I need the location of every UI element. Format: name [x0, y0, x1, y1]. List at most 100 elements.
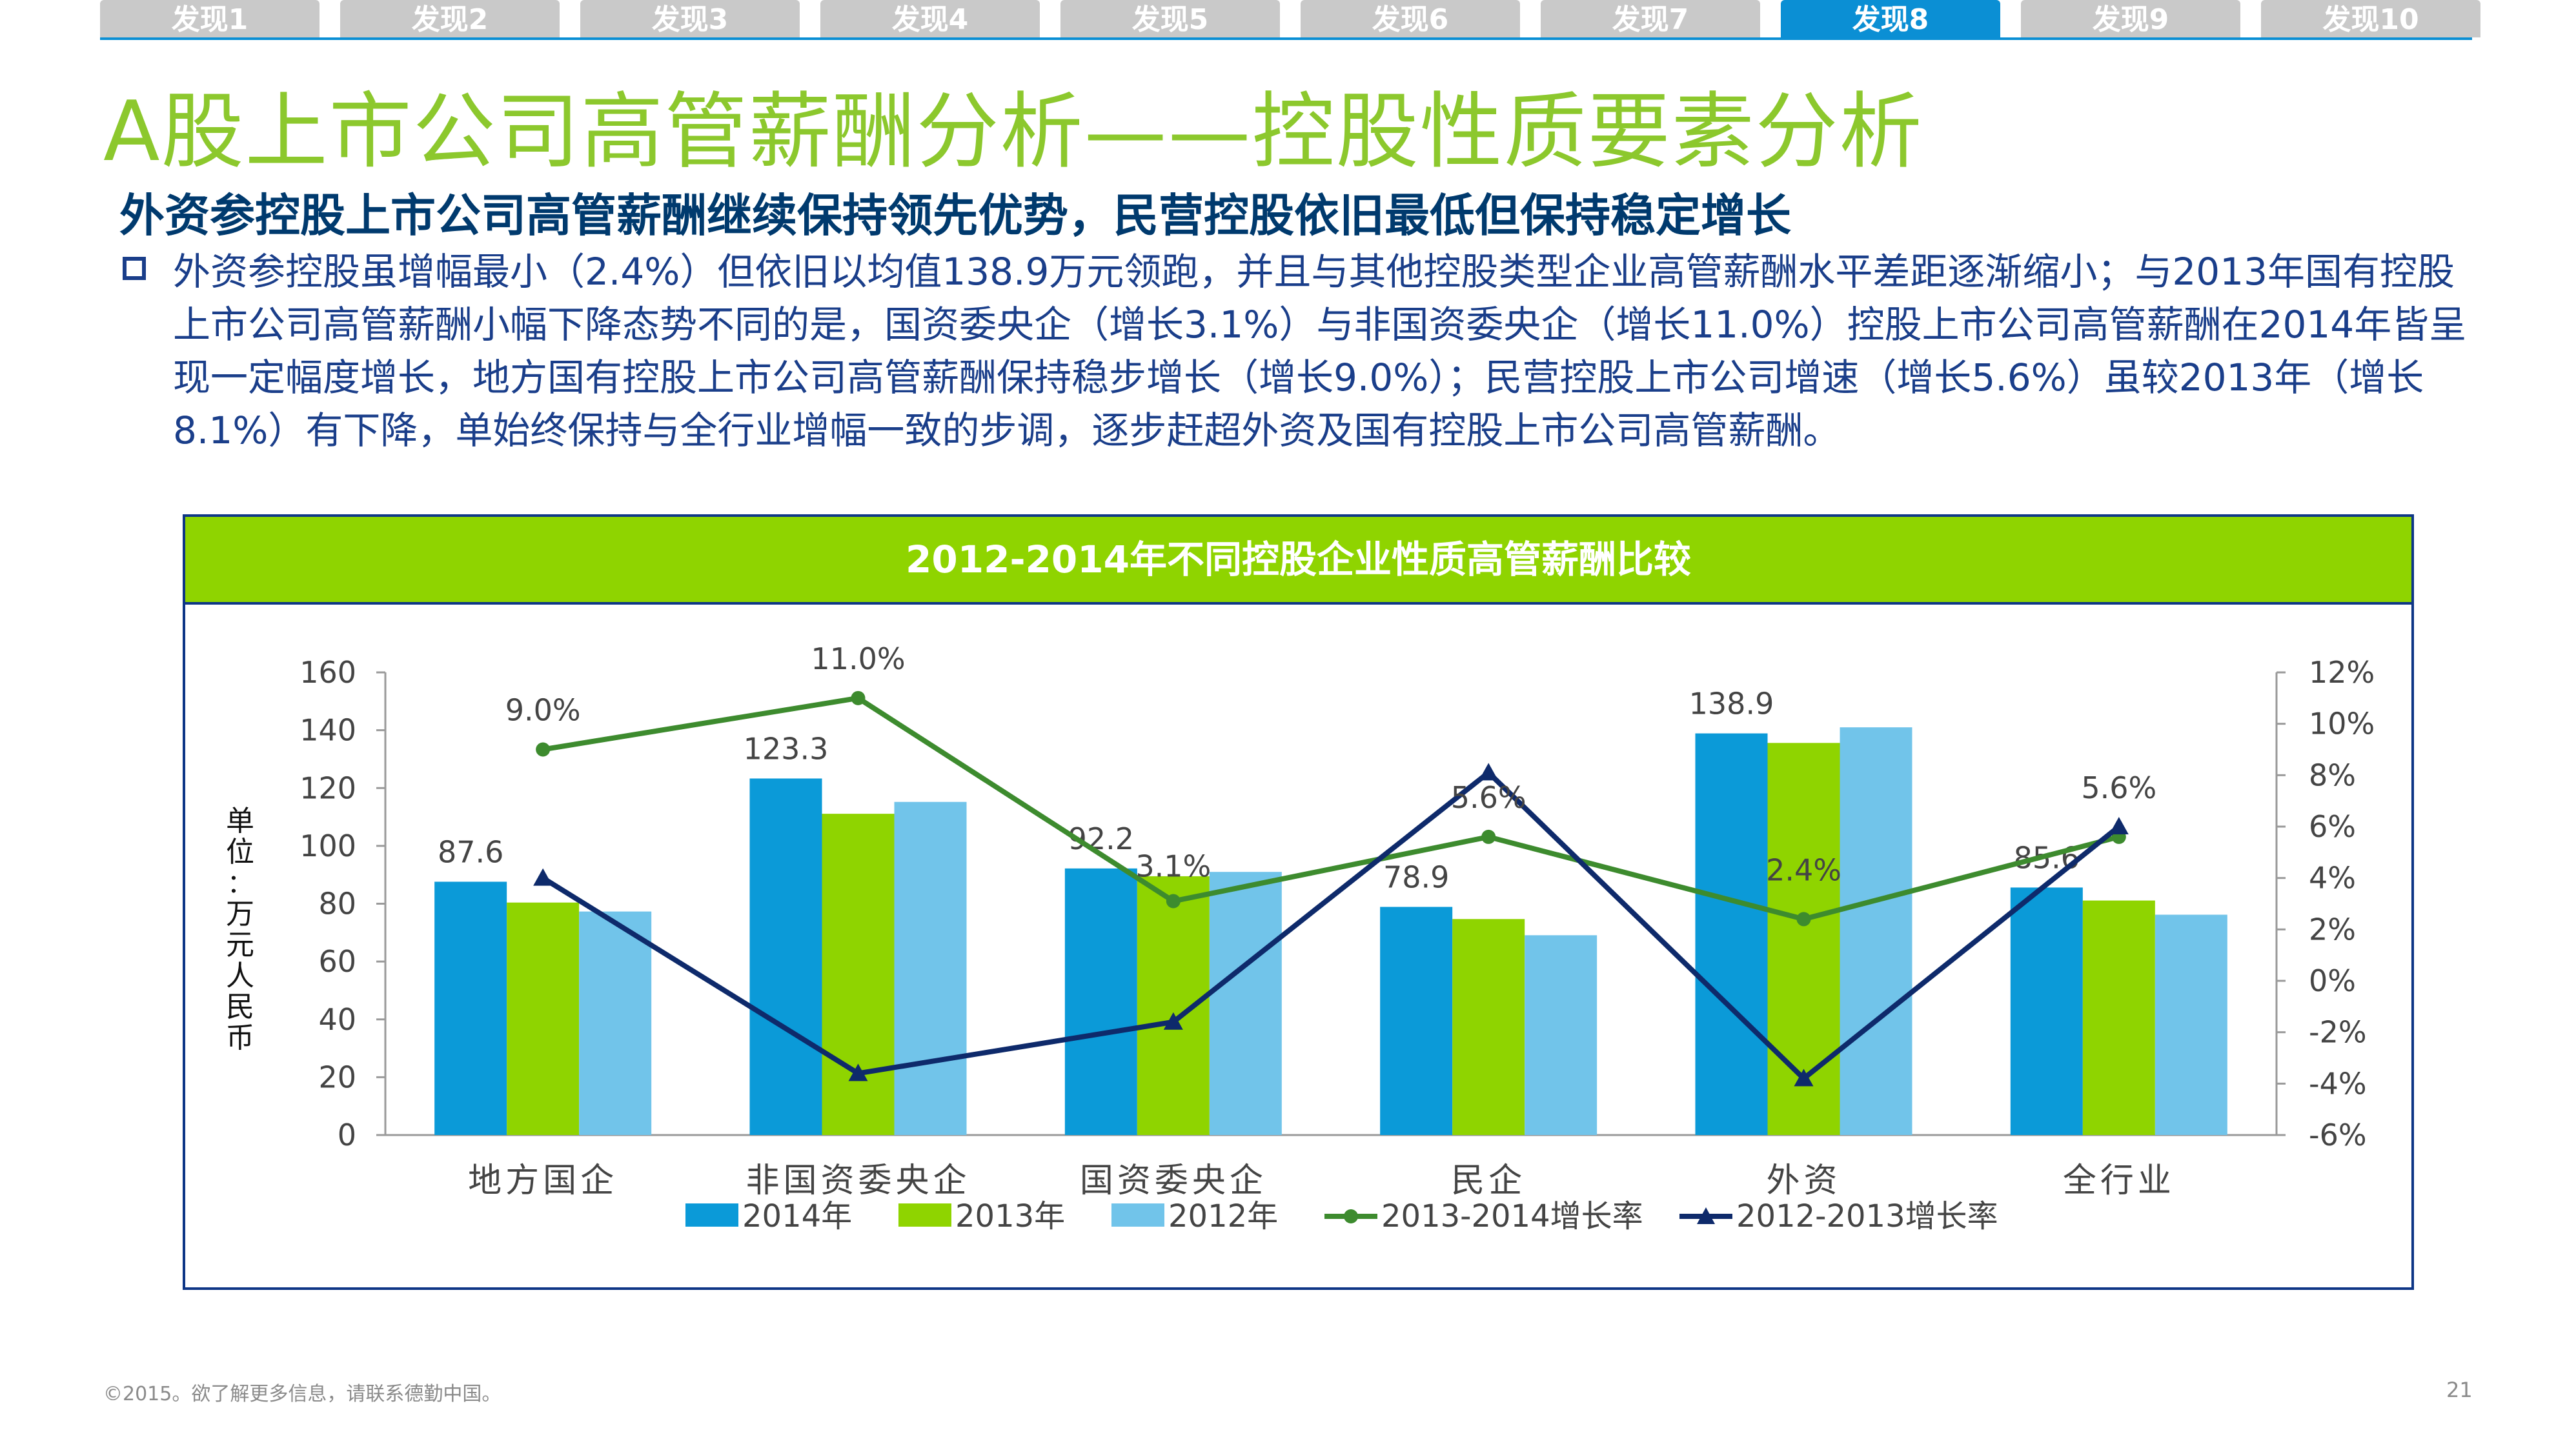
growth-value-label: 11.0% [811, 641, 905, 676]
y2-tick-label: -4% [2309, 1066, 2367, 1101]
tab-discovery-4[interactable]: 发现4 [820, 0, 1040, 37]
bar-value-label: 123.3 [744, 731, 829, 766]
y2-tick-label: -2% [2309, 1015, 2367, 1050]
y-tick-label: 60 [318, 944, 356, 979]
page-subtitle: 外资参控股上市公司高管薪酬继续保持领先优势，民营控股依旧最低但保持稳定增长 [119, 189, 1791, 242]
growth-marker-0 [851, 690, 866, 705]
y-tick-label: 20 [318, 1060, 356, 1094]
bar-0-5 [2010, 887, 2083, 1135]
y2-tick-label: -6% [2309, 1118, 2367, 1152]
growth-line-0 [542, 695, 2120, 922]
growth-line-1 [542, 769, 2121, 1082]
bar-1-1 [822, 814, 895, 1135]
legend-label: 2013年 [955, 1198, 1065, 1234]
bar-0-0 [434, 881, 507, 1135]
legend-label: 2014年 [742, 1198, 852, 1234]
growth-value-label: 5.6% [1451, 780, 1526, 815]
legend-swatch [685, 1203, 738, 1227]
checkbox-bullet-icon [123, 257, 146, 280]
bar-2-1 [894, 801, 967, 1135]
y-tick-label: 80 [318, 887, 356, 921]
bar-0-3 [1380, 907, 1453, 1135]
legend-marker [1697, 1207, 1715, 1224]
legend-swatch [1111, 1203, 1164, 1227]
bar-1-2 [1137, 876, 1210, 1135]
legend-label: 2013-2014增长率 [1381, 1198, 1643, 1234]
y2-tick-label: 8% [2309, 758, 2356, 792]
tab-discovery-1[interactable]: 发现1 [100, 0, 319, 37]
tab-discovery-2[interactable]: 发现2 [340, 0, 560, 37]
growth-marker-0 [536, 742, 551, 757]
chart: 160 140 120 100 80 60 40 20 0 12% 10% 8% 6% 4% 2% 0% -2%… [226, 641, 2375, 1234]
chart-frame: 2012-2014年不同控股企业性质高管薪酬比较 160 140 120 100 80 6… [183, 514, 2414, 1290]
bar-value-label: 87.6 [438, 834, 503, 869]
growth-marker-1 [1794, 1069, 1814, 1087]
bar-2-2 [1209, 872, 1282, 1135]
bar-1-5 [2082, 900, 2155, 1135]
x-category-label: 外资 [1766, 1161, 1841, 1200]
bar-0-2 [1064, 868, 1137, 1135]
tab-discovery-10[interactable]: 发现10 [2261, 0, 2480, 37]
y-tick-label: 160 [299, 655, 356, 690]
chart-title: 2012-2014年不同控股企业性质高管薪酬比较 [185, 517, 2411, 605]
bar-2-0 [579, 911, 652, 1135]
footer-copyright: ©2015。欲了解更多信息，请联系德勤中国。 [103, 1383, 502, 1405]
y-axis-title-char: ： [227, 869, 253, 899]
growth-marker-1 [1479, 763, 1499, 781]
growth-marker-1 [533, 868, 553, 886]
page-title: A股上市公司高管薪酬分析——控股性质要素分析 [103, 84, 1923, 180]
bar-value-label: 138.9 [1689, 687, 1774, 721]
y-axis-title-char: 币 [226, 1021, 254, 1054]
y-axis-title-char: 元 [226, 929, 254, 961]
x-category-label: 国资委央企 [1080, 1161, 1267, 1200]
y-tick-label: 120 [299, 770, 356, 805]
y-axis-title-char: 民 [226, 990, 254, 1023]
tab-underline [100, 37, 2472, 40]
growth-value-label: 2.4% [1766, 852, 1841, 887]
tab-discovery-3[interactable]: 发现3 [580, 0, 800, 37]
growth-marker-1 [1163, 1012, 1183, 1030]
legend-label: 2012-2013增长率 [1736, 1198, 1998, 1234]
y-tick-label: 100 [299, 829, 356, 863]
y2-tick-label: 4% [2309, 861, 2356, 896]
x-category-label: 民企 [1451, 1161, 1526, 1200]
growth-marker-0 [1166, 894, 1181, 909]
growth-marker-0 [1481, 829, 1496, 844]
growth-value-label: 9.0% [505, 693, 581, 728]
y2-tick-label: 2% [2309, 912, 2356, 947]
y-tick-label: 40 [318, 1002, 356, 1037]
legend-swatch [898, 1203, 951, 1227]
bar-2-3 [1525, 935, 1597, 1135]
page-number: 21 [2446, 1378, 2473, 1402]
growth-value-label: 5.6% [2081, 770, 2156, 805]
tab-discovery-6[interactable]: 发现6 [1301, 0, 1520, 37]
bar-1-3 [1452, 919, 1525, 1135]
legend-label: 2012年 [1168, 1198, 1278, 1234]
y-axis-title-char: 人 [226, 960, 254, 992]
legend-marker [1344, 1209, 1358, 1223]
y-tick-label: 0 [338, 1118, 356, 1152]
y2-tick-label: 6% [2309, 809, 2356, 844]
tab-discovery-8[interactable]: 发现8 [1781, 0, 2000, 37]
bullet-paragraph: 外资参控股虽增幅最小（2.4%）但依旧以均值138.9万元领跑，并且与其他控股类… [123, 245, 2472, 457]
growth-marker-1 [848, 1063, 868, 1081]
tab-discovery-7[interactable]: 发现7 [1541, 0, 1760, 37]
bullet-text: 外资参控股虽增幅最小（2.4%）但依旧以均值138.9万元领跑，并且与其他控股类… [173, 250, 2467, 452]
tab-discovery-5[interactable]: 发现5 [1060, 0, 1280, 37]
tab-bar: 发现1 发现2 发现3 发现4 发现5 发现6 发现7 发现8 发现9 发现10 [100, 0, 2480, 40]
x-category-label: 全行业 [2063, 1161, 2175, 1200]
bar-0-4 [1695, 733, 1768, 1135]
y-axis-title-char: 万 [226, 898, 254, 930]
y-axis-title-char: 位 [226, 836, 254, 869]
y2-tick-label: 10% [2309, 707, 2375, 741]
x-category-label: 非国资委央企 [745, 1161, 970, 1200]
bar-value-label: 78.9 [1383, 860, 1449, 894]
growth-marker-1 [2109, 817, 2129, 834]
y2-tick-label: 0% [2309, 963, 2356, 998]
y2-tick-label: 12% [2309, 655, 2375, 690]
growth-marker-0 [1796, 912, 1811, 927]
bar-2-5 [2155, 914, 2227, 1135]
tab-discovery-9[interactable]: 发现9 [2021, 0, 2240, 37]
x-category-label: 地方国企 [468, 1161, 618, 1200]
bar-0-1 [749, 778, 822, 1135]
